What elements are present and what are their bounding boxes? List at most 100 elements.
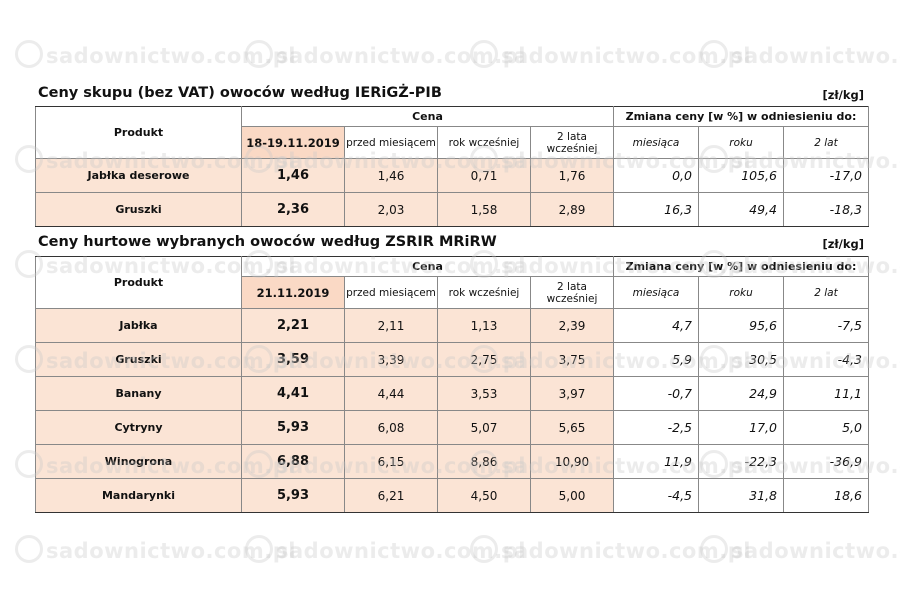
current-price-cell: 5,93 xyxy=(241,478,345,513)
change-2y-cell: -18,3 xyxy=(783,192,869,227)
two-years-ago-price-cell: 3,75 xyxy=(530,342,614,377)
current-date-header: 21.11.2019 xyxy=(241,276,345,309)
change-month-cell: 4,7 xyxy=(613,308,699,343)
two-years-ago-price-cell: 2,39 xyxy=(530,308,614,343)
change-2y-cell: -7,5 xyxy=(783,308,869,343)
watermark-text: sadownictwo.com.pl xyxy=(700,535,900,563)
change-2y-cell: -36,9 xyxy=(783,444,869,479)
month-ago-header: przed miesiącem xyxy=(344,276,438,309)
table-row: Jabłka deserowe 1,46 1,46 0,71 1,76 0,0 105,6-… xyxy=(35,158,869,193)
month-ago-price-cell: 4,44 xyxy=(344,376,438,411)
change-month-header: miesiąca xyxy=(613,276,699,309)
current-price-cell: 4,41 xyxy=(241,376,345,411)
purchase-price-table: Produkt Cena Zmiana ceny [w %] w odniesi… xyxy=(35,106,869,227)
current-price-cell: 3,59 xyxy=(241,342,345,377)
year-ago-price-cell: 4,50 xyxy=(437,478,531,513)
change-year-header: roku xyxy=(698,276,784,309)
watermark-text: sadownictwo.com.pl xyxy=(245,40,526,68)
table2-title: Ceny hurtowe wybranych owoców według ZSR… xyxy=(38,234,497,250)
change-year-cell: 31,8 xyxy=(698,478,784,513)
change-month-cell: 16,3 xyxy=(613,192,699,227)
two-years-ago-price-cell: 10,90 xyxy=(530,444,614,479)
month-ago-header: przed miesiącem xyxy=(344,126,438,159)
year-ago-header: rok wcześniej xyxy=(437,276,531,309)
change-month-cell: 0,0 xyxy=(613,158,699,193)
change-month-header: miesiąca xyxy=(613,126,699,159)
year-ago-header: rok wcześniej xyxy=(437,126,531,159)
change-2y-header: 2 lat xyxy=(783,276,869,309)
year-ago-price-cell: 8,86 xyxy=(437,444,531,479)
change-year-cell: 49,4 xyxy=(698,192,784,227)
month-ago-price-cell: 3,39 xyxy=(344,342,438,377)
change-2y-cell: 18,6 xyxy=(783,478,869,513)
year-ago-price-cell: 1,58 xyxy=(437,192,531,227)
month-ago-price-cell: 1,46 xyxy=(344,158,438,193)
table-row: Winogrona 6,88 6,15 8,86 10,90 11,9 -22,3 -36,9 xyxy=(35,444,869,479)
two-years-ago-price-cell: 3,97 xyxy=(530,376,614,411)
change-2y-header: 2 lat xyxy=(783,126,869,159)
year-ago-price-cell: 0,71 xyxy=(437,158,531,193)
month-ago-price-cell: 6,08 xyxy=(344,410,438,445)
price-header: Cena xyxy=(241,106,614,127)
product-name-cell: Gruszki xyxy=(35,342,242,377)
year-ago-price-cell: 2,75 xyxy=(437,342,531,377)
change-month-cell: 11,9 xyxy=(613,444,699,479)
table-row: Mandarynki 5,93 6,21 4,50 5,00 -4,5 31,8 18,6 xyxy=(35,478,869,513)
year-ago-price-cell: 5,07 xyxy=(437,410,531,445)
change-2y-cell: -17,0 xyxy=(783,158,869,193)
watermark-text: sadownictwo.com.pl xyxy=(245,535,526,563)
product-name-cell: Banany xyxy=(35,376,242,411)
two-years-ago-header: 2 lata wcześniej xyxy=(530,126,614,159)
current-price-cell: 5,93 xyxy=(241,410,345,445)
two-years-ago-price-cell: 2,89 xyxy=(530,192,614,227)
month-ago-price-cell: 6,21 xyxy=(344,478,438,513)
year-ago-price-cell: 1,13 xyxy=(437,308,531,343)
change-year-cell: 105,6 xyxy=(698,158,784,193)
change-month-cell: 5,9 xyxy=(613,342,699,377)
change-year-cell: 95,6 xyxy=(698,308,784,343)
change-year-cell: 24,9 xyxy=(698,376,784,411)
table2-unit: [zł/kg] xyxy=(822,237,864,251)
change-year-cell: -22,3 xyxy=(698,444,784,479)
product-name-cell: Jabłka xyxy=(35,308,242,343)
change-year-cell: 17,0 xyxy=(698,410,784,445)
watermark-text: sadownictwo.com.pl xyxy=(15,40,296,68)
product-header: Produkt xyxy=(35,256,242,309)
price-header: Cena xyxy=(241,256,614,277)
table-row: Gruszki 2,36 2,03 1,58 2,89 16,3 49,4 -18,3 xyxy=(35,192,869,227)
table-row: Jabłka 2,21 2,11 1,13 2,39 4,7 95,6 -7,5 xyxy=(35,308,869,343)
current-price-cell: 2,36 xyxy=(241,192,345,227)
product-name-cell: Cytryny xyxy=(35,410,242,445)
table-row: Gruszki 3,59 3,39 2,75 3,75 5,9 30,5 -4,3 xyxy=(35,342,869,377)
watermark-text: sadownictwo.com.pl xyxy=(470,40,751,68)
product-name-cell: Winogrona xyxy=(35,444,242,479)
change-header: Zmiana ceny [w %] w odniesieniu do: xyxy=(613,256,869,277)
change-2y-cell: -4,3 xyxy=(783,342,869,377)
table1-unit: [zł/kg] xyxy=(822,88,864,102)
watermark-text: sadownictwo.com.pl xyxy=(700,40,900,68)
current-date-header: 18-19.11.2019 xyxy=(241,126,345,159)
change-header: Zmiana ceny [w %] w odniesieniu do: xyxy=(613,106,869,127)
current-price-cell: 6,88 xyxy=(241,444,345,479)
product-header: Produkt xyxy=(35,106,242,159)
two-years-ago-price-cell: 1,76 xyxy=(530,158,614,193)
change-month-cell: -0,7 xyxy=(613,376,699,411)
month-ago-price-cell: 6,15 xyxy=(344,444,438,479)
two-years-ago-header: 2 lata wcześniej xyxy=(530,276,614,309)
month-ago-price-cell: 2,03 xyxy=(344,192,438,227)
table-row: Banany 4,41 4,44 3,53 3,97 -0,7 24,9 11,1 xyxy=(35,376,869,411)
product-name-cell: Jabłka deserowe xyxy=(35,158,242,193)
two-years-ago-price-cell: 5,00 xyxy=(530,478,614,513)
change-year-cell: 30,5 xyxy=(698,342,784,377)
two-years-ago-price-cell: 5,65 xyxy=(530,410,614,445)
current-price-cell: 1,46 xyxy=(241,158,345,193)
product-name-cell: Gruszki xyxy=(35,192,242,227)
change-2y-cell: 11,1 xyxy=(783,376,869,411)
wholesale-price-table: Produkt Cena Zmiana ceny [w %] w odniesi… xyxy=(35,256,869,513)
watermark-text: sadownictwo.com.pl xyxy=(470,535,751,563)
change-year-header: roku xyxy=(698,126,784,159)
month-ago-price-cell: 2,11 xyxy=(344,308,438,343)
current-price-cell: 2,21 xyxy=(241,308,345,343)
watermark-text: sadownictwo.com.pl xyxy=(15,535,296,563)
change-month-cell: -2,5 xyxy=(613,410,699,445)
